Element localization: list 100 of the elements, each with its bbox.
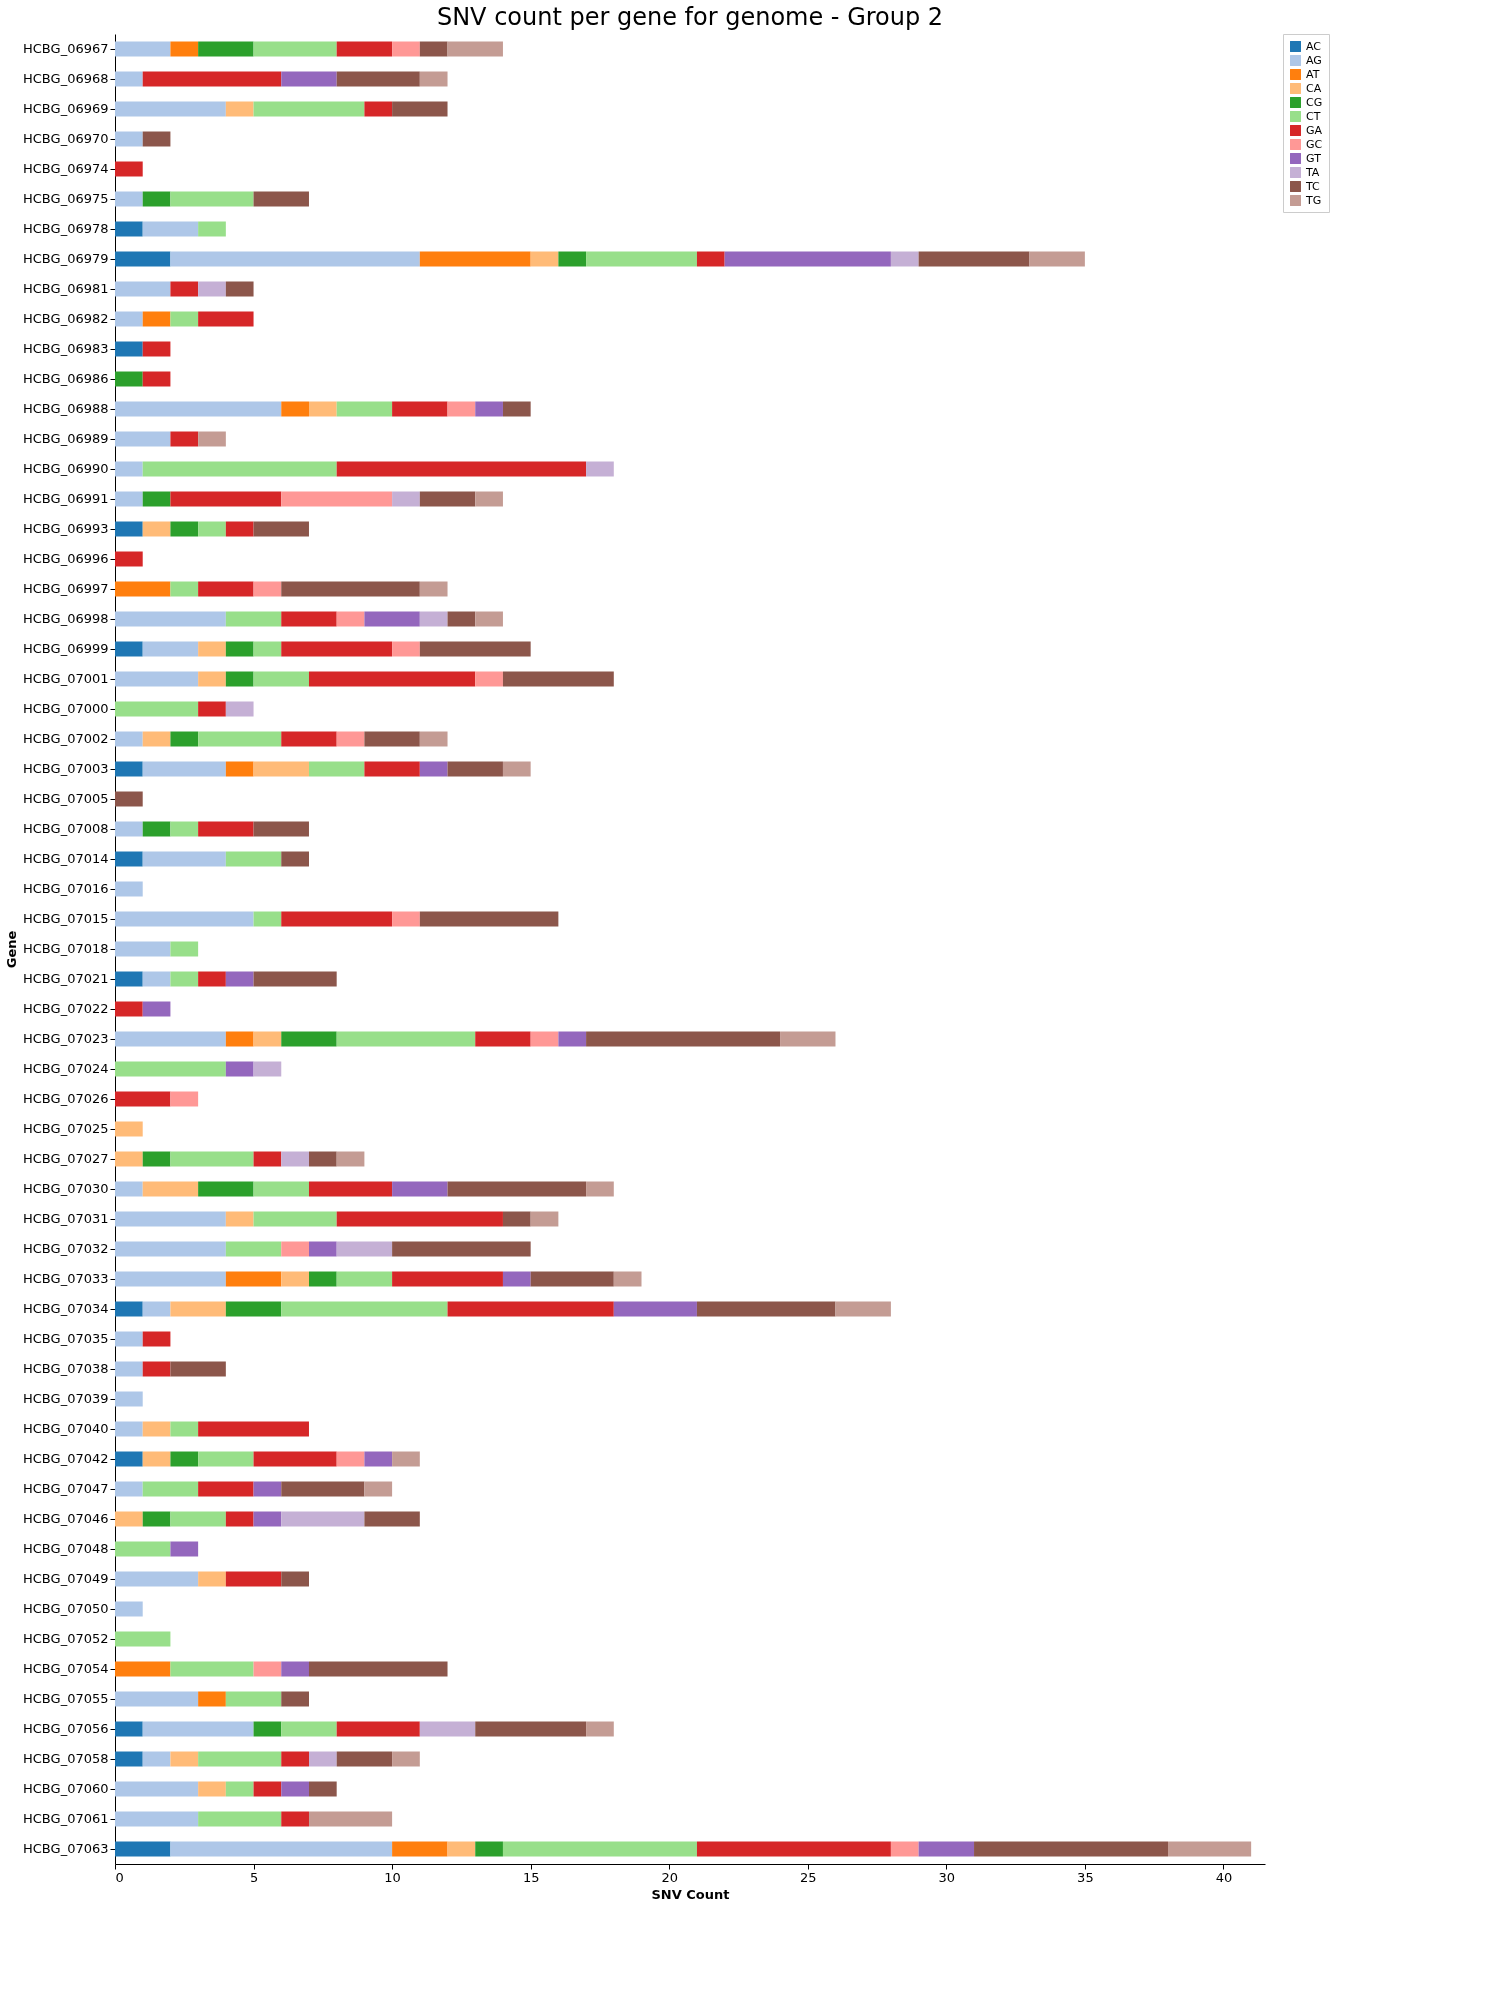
bar bbox=[115, 1511, 143, 1527]
bar bbox=[225, 851, 282, 867]
bar bbox=[225, 1061, 254, 1077]
bar bbox=[115, 551, 143, 567]
bar bbox=[530, 1271, 614, 1287]
bar bbox=[115, 251, 171, 267]
bar bbox=[115, 1031, 226, 1047]
y-tick-label: HCBG_07033 bbox=[23, 1271, 109, 1286]
bar bbox=[364, 1511, 420, 1527]
x-tick-label: 20 bbox=[661, 1869, 678, 1885]
bar bbox=[364, 611, 420, 627]
bar bbox=[308, 1811, 393, 1827]
bar bbox=[225, 1241, 282, 1257]
y-tick-label: HCBG_06970 bbox=[23, 131, 109, 146]
bar bbox=[1029, 251, 1085, 267]
bar bbox=[198, 1181, 254, 1197]
y-tick-label: HCBG_07014 bbox=[23, 851, 109, 866]
bar bbox=[115, 701, 199, 717]
y-tick-label: HCBG_06989 bbox=[23, 431, 109, 446]
y-tick-label: HCBG_07018 bbox=[23, 941, 109, 956]
bar bbox=[696, 1841, 891, 1857]
bar bbox=[142, 521, 171, 537]
bar bbox=[308, 1751, 337, 1767]
bar bbox=[281, 851, 309, 867]
y-tick-label: HCBG_06998 bbox=[23, 611, 109, 626]
bar bbox=[115, 941, 171, 957]
bar bbox=[115, 131, 143, 147]
bar bbox=[115, 1361, 143, 1377]
bar bbox=[419, 911, 559, 927]
bar bbox=[281, 1571, 309, 1587]
bar bbox=[281, 1691, 309, 1707]
bar bbox=[586, 251, 697, 267]
bar bbox=[225, 1211, 254, 1227]
bar bbox=[115, 581, 171, 597]
bar bbox=[308, 1271, 337, 1287]
bar bbox=[336, 611, 365, 627]
bar bbox=[142, 1481, 199, 1497]
bar bbox=[364, 1481, 393, 1497]
bar bbox=[502, 1841, 697, 1857]
y-tick-label: HCBG_07021 bbox=[23, 971, 109, 986]
x-tick-label: 10 bbox=[384, 1869, 401, 1885]
bar bbox=[198, 281, 226, 297]
bar bbox=[115, 281, 171, 297]
bar bbox=[502, 761, 531, 777]
bar bbox=[115, 101, 226, 117]
bar bbox=[392, 1241, 531, 1257]
bar bbox=[475, 1841, 503, 1857]
bar bbox=[364, 101, 393, 117]
bar bbox=[253, 1211, 337, 1227]
bar bbox=[170, 581, 199, 597]
bar bbox=[253, 1481, 282, 1497]
bar bbox=[115, 911, 254, 927]
bar bbox=[198, 971, 226, 987]
bar bbox=[170, 41, 199, 57]
bar bbox=[115, 1091, 171, 1107]
bar bbox=[115, 821, 143, 837]
bar bbox=[392, 1271, 503, 1287]
bar bbox=[586, 1721, 614, 1737]
y-tick-label: HCBG_07038 bbox=[23, 1361, 109, 1376]
bar bbox=[170, 1451, 199, 1467]
bar bbox=[419, 641, 531, 657]
bar bbox=[225, 1571, 282, 1587]
bar bbox=[170, 431, 199, 447]
bar bbox=[253, 1151, 282, 1167]
bar bbox=[170, 491, 282, 507]
bar bbox=[281, 1661, 309, 1677]
y-tick-label: HCBG_07032 bbox=[23, 1241, 109, 1256]
y-tick-label: HCBG_07003 bbox=[23, 761, 109, 776]
bar bbox=[780, 1031, 836, 1047]
legend-label: AG bbox=[1306, 53, 1322, 67]
y-tick-label: HCBG_07024 bbox=[23, 1061, 109, 1076]
bar bbox=[115, 41, 171, 57]
bar bbox=[115, 341, 143, 357]
bar bbox=[225, 1031, 254, 1047]
bar bbox=[170, 821, 199, 837]
bar bbox=[281, 731, 337, 747]
bar bbox=[308, 1781, 337, 1797]
bar bbox=[115, 671, 199, 687]
y-tick-label: HCBG_07000 bbox=[23, 701, 109, 716]
bar bbox=[170, 1421, 199, 1437]
bar bbox=[142, 641, 199, 657]
bar bbox=[253, 821, 309, 837]
x-tick-label: 35 bbox=[1077, 1869, 1094, 1885]
bar bbox=[253, 971, 337, 987]
bar bbox=[142, 1421, 171, 1437]
bar bbox=[308, 1151, 337, 1167]
bar bbox=[115, 1121, 143, 1137]
bar bbox=[447, 1181, 587, 1197]
bar bbox=[225, 1301, 282, 1317]
bar bbox=[225, 1271, 282, 1287]
bar bbox=[336, 731, 365, 747]
bar bbox=[115, 1241, 226, 1257]
bar bbox=[253, 581, 282, 597]
bar bbox=[336, 1241, 393, 1257]
bar bbox=[115, 1691, 199, 1707]
bar bbox=[281, 611, 337, 627]
y-tick-label: HCBG_06990 bbox=[23, 461, 109, 476]
bar bbox=[253, 1451, 337, 1467]
bar bbox=[392, 491, 420, 507]
bar bbox=[170, 1151, 254, 1167]
